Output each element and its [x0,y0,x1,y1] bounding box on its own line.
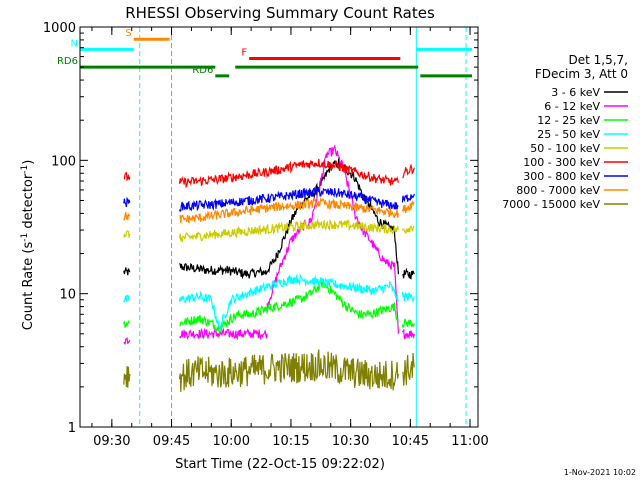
flag-label: RD6 [57,56,78,67]
y-tick-label: 1 [68,421,76,436]
legend-entry-label: 300 - 800 keV [523,170,600,183]
series-trace-segment [178,158,399,188]
series-trace-segment [123,212,131,221]
flag-label: RD6 [192,65,213,76]
x-tick-label: 09:45 [153,434,190,449]
y-tick-label: 1000 [43,21,76,36]
series-trace-segment [123,366,131,388]
series-7000-15000keV-keV [123,349,415,392]
series-100-300keV-keV [123,158,415,188]
x-axis-label: Start Time (22-Oct-15 09:22:02) [175,457,385,472]
legend-entry-label: 800 - 7000 keV [516,184,600,197]
legend-entry-label: 50 - 100 keV [530,142,600,155]
series-trace-segment [178,217,399,243]
series-trace-segment [179,262,268,280]
series-trace-segment [401,318,415,329]
series-trace-segment [123,267,131,276]
series-trace-segment [401,225,415,235]
series-trace-segment [178,349,399,392]
y-axis-label-sup1: -1 [20,233,30,242]
x-tick-label: 10:15 [272,434,309,449]
series-50-100keV-keV [123,217,415,243]
flag-label: F [241,48,247,59]
series-trace-segment [402,352,415,386]
y-axis-label-end: ) [21,160,36,165]
series-300-800keV-keV [123,185,415,213]
series-12-25keV-keV [123,278,415,335]
series-25-50keV-keV [123,273,415,330]
x-tick-label: 10:30 [332,434,369,449]
series-trace-segment [178,273,399,330]
series-trace-segment [123,230,131,239]
legend-header-line-2: FDecim 3, Att 0 [535,67,628,81]
series-trace-segment [401,200,415,214]
series-trace-segment [123,320,131,328]
legend-entry-label: 12 - 25 keV [537,114,600,127]
plot-area: S N RD6 RD6 F 1 10 100 1000 09:30 09:45 10:00 10:15 1… [43,21,489,449]
series-trace-segment [266,144,399,334]
series-3-6keV-keV [123,157,415,280]
x-tick-label: 09:30 [93,434,130,449]
legend-entry-label: 6 - 12 keV [544,100,600,113]
series-trace-segment [123,336,131,345]
series-trace-segment [179,196,399,224]
flag-label: N [71,38,78,49]
legend-entry-label: 25 - 50 keV [537,128,600,141]
series-trace-segment [178,185,399,213]
series-6-12keV-keV [123,144,415,345]
y-axis-label-sup2: -1 [20,165,30,174]
legend-entry-label: 7000 - 15000 keV [502,198,600,211]
y-tick-label: 100 [51,154,76,169]
series-trace-segment [402,267,415,280]
series-trace-segment [123,196,131,208]
y-tick-label: 10 [59,288,76,303]
plot-frame [79,26,479,428]
series-trace-segment [401,193,415,203]
series-trace-segment [402,163,415,179]
y-axis-label-mid: detector [21,173,36,233]
x-tick-label: 11:00 [451,434,488,449]
legend-entry-label: 3 - 6 keV [551,86,600,99]
legend-entry-label: 100 - 300 keV [523,156,600,169]
y-axis-label: Count Rate (s-1 detector-1) [20,160,36,331]
series-trace-segment [123,294,131,303]
x-tick-label: 10:00 [213,434,250,449]
series-trace-segment [123,171,131,182]
y-axis-label-main: Count Rate (s [21,242,36,331]
series-800-7000keV-keV [123,196,415,224]
series-trace-segment [179,278,399,335]
series-group [123,27,467,427]
x-tick-label: 10:45 [392,434,429,449]
series-trace-segment [401,291,415,304]
series-trace-segment [401,328,415,340]
legend-header-line-1: Det 1,5,7, [569,53,629,67]
footer-timestamp: 1-Nov-2021 10:02 [564,468,636,477]
chart-title: RHESSI Observing Summary Count Rates [125,4,435,22]
flag-label: S [125,28,131,39]
series-trace-segment [179,327,268,341]
